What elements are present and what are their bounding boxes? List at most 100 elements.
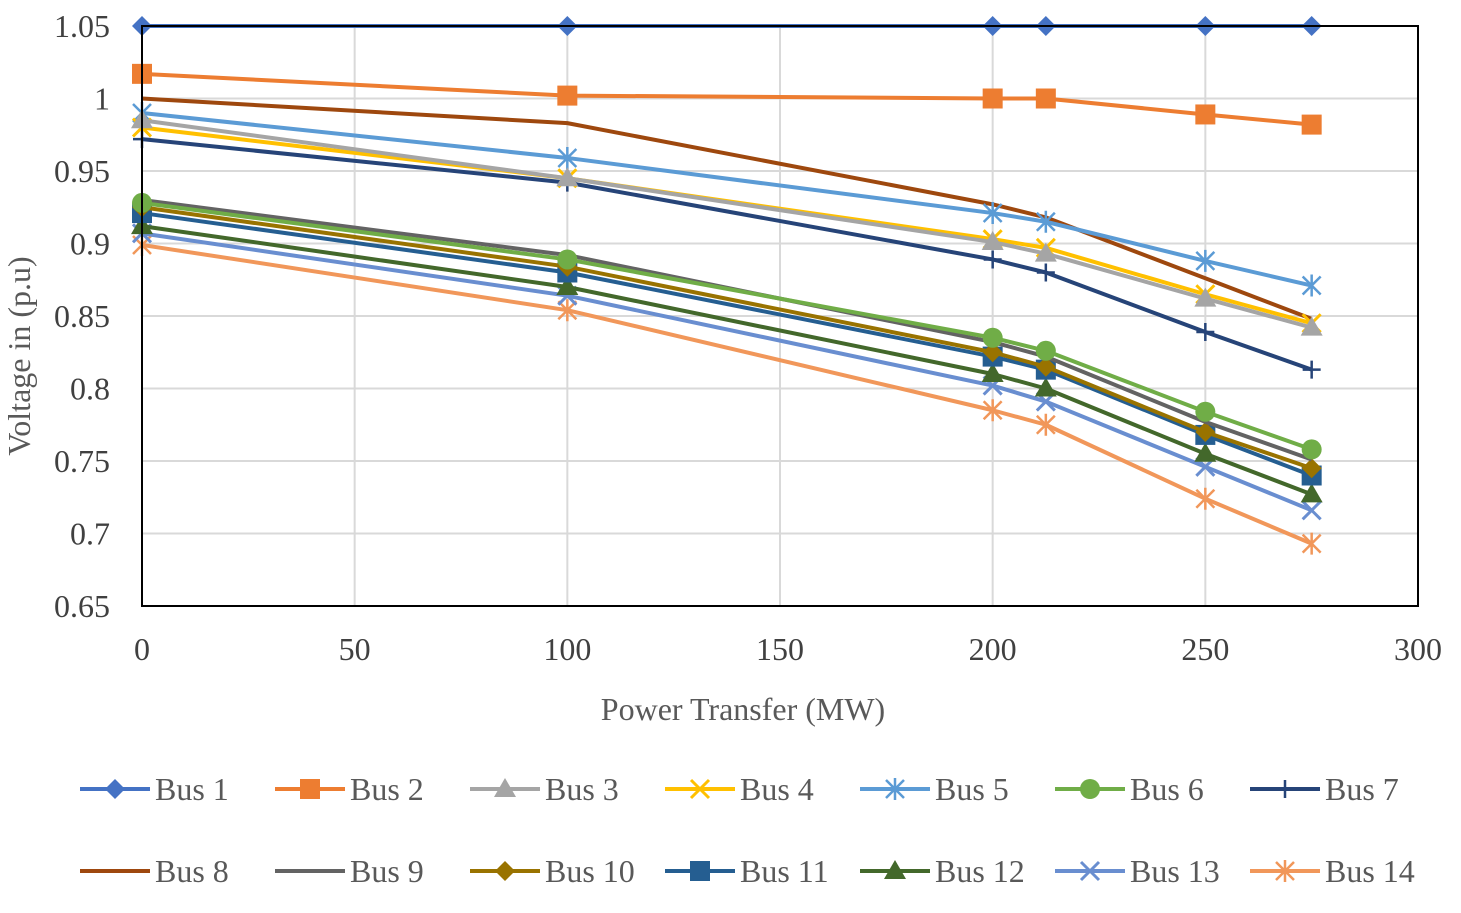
legend-marker: [105, 779, 125, 799]
series-line: [141, 137, 1313, 372]
legend-label: Bus 9: [350, 853, 424, 889]
data-point: [557, 146, 578, 169]
y-tick-label: 0.85: [54, 298, 110, 334]
y-axis-title: Voltage in (p.u): [1, 256, 37, 455]
legend-label: Bus 5: [935, 771, 1009, 807]
legend-label: Bus 7: [1325, 771, 1399, 807]
x-tick-label: 150: [756, 631, 804, 667]
legend-marker: [885, 778, 905, 800]
series-bus-5: [132, 102, 1322, 297]
series-line: [141, 96, 1313, 321]
data-point: [981, 231, 1004, 251]
y-tick-label: 0.65: [54, 588, 110, 624]
legend-label: Bus 12: [935, 853, 1025, 889]
legend-label: Bus 3: [545, 771, 619, 807]
data-point: [557, 249, 578, 270]
legend-label: Bus 2: [350, 771, 424, 807]
legend-label: Bus 4: [740, 771, 814, 807]
data-point: [1035, 413, 1056, 436]
data-point: [557, 85, 578, 106]
data-point: [1035, 210, 1056, 233]
series-line: [141, 71, 1312, 127]
legend-marker: [494, 778, 516, 797]
series-line: [141, 118, 1313, 330]
data-point: [1035, 88, 1056, 109]
legend-item: Bus 3: [470, 771, 619, 807]
series-line: [141, 205, 1313, 471]
series-bus-6: [132, 192, 1322, 460]
legend-item: Bus 1: [80, 771, 229, 807]
legend-marker: [1275, 860, 1295, 882]
legend-marker: [690, 861, 710, 881]
data-point: [1302, 360, 1321, 379]
data-point: [556, 276, 579, 295]
series-bus-13: [131, 223, 1322, 521]
legend-label: Bus 14: [1325, 853, 1415, 889]
series-bus-9: [141, 198, 1313, 462]
data-point: [982, 399, 1003, 422]
legend-item: Bus 12: [860, 853, 1025, 889]
series-bus-7: [133, 130, 1321, 379]
axes: 0.65 0.7 0.75 0.8 0.85 0.9 0.95 1 1.05 0 50 100 150 2…: [54, 8, 1442, 667]
data-point: [1035, 340, 1056, 361]
x-tick-label: 250: [1181, 631, 1229, 667]
data-point: [1195, 401, 1216, 422]
series-bus-2: [132, 63, 1322, 135]
x-tick-label: 200: [969, 631, 1017, 667]
legend-item: Bus 5: [860, 771, 1009, 807]
data-point: [1036, 263, 1055, 282]
data-point: [1195, 422, 1216, 442]
legend-item: Bus 14: [1250, 853, 1415, 889]
data-point: [983, 250, 1002, 269]
legend-marker: [300, 779, 320, 799]
series-line: [141, 211, 1313, 478]
legend-item: Bus 7: [1250, 771, 1399, 807]
legend-marker: [1080, 779, 1100, 799]
x-tick-label: 300: [1394, 631, 1442, 667]
series-line: [141, 200, 1313, 452]
data-point: [1196, 322, 1215, 341]
legend-marker: [1276, 780, 1294, 798]
legend-item: Bus 11: [665, 853, 829, 889]
legend-item: Bus 6: [1055, 771, 1204, 807]
data-point: [982, 342, 1003, 363]
y-tick-label: 0.9: [70, 226, 110, 262]
legend-item: Bus 9: [275, 853, 424, 889]
y-tick-label: 0.95: [54, 153, 110, 189]
series-line: [141, 198, 1313, 462]
legend-marker: [1079, 860, 1101, 882]
data-point: [1301, 114, 1322, 135]
x-axis-title: Power Transfer (MW): [601, 691, 885, 727]
data-point: [982, 88, 1003, 109]
data-point: [556, 167, 579, 187]
legend-label: Bus 13: [1130, 853, 1220, 889]
legend-label: Bus 6: [1130, 771, 1204, 807]
x-tick-label: 50: [339, 631, 371, 667]
data-point: [982, 327, 1003, 348]
legend-marker: [495, 861, 515, 881]
x-tick-label: 100: [543, 631, 591, 667]
legend-label: Bus 11: [740, 853, 829, 889]
data-point: [1300, 483, 1323, 503]
y-tick-label: 0.75: [54, 443, 110, 479]
data-point: [1300, 316, 1323, 336]
data-point: [1194, 442, 1217, 462]
data-point: [1195, 487, 1216, 510]
legend-label: Bus 10: [545, 853, 635, 889]
data-point: [1301, 439, 1322, 460]
series-bus-12: [131, 215, 1323, 503]
legend-item: Bus 8: [80, 853, 229, 889]
legend-label: Bus 1: [155, 771, 229, 807]
data-point: [1034, 242, 1057, 262]
data-point: [1195, 249, 1216, 272]
data-point: [1195, 104, 1216, 125]
y-tick-label: 0.8: [70, 371, 110, 407]
data-point: [982, 202, 1003, 225]
legend-item: Bus 13: [1055, 853, 1220, 889]
y-tick-label: 0.7: [70, 516, 110, 552]
series-line: [141, 111, 1313, 288]
data-point: [1035, 356, 1056, 377]
data-point: [557, 299, 578, 322]
y-tick-label: 1.05: [54, 8, 110, 44]
